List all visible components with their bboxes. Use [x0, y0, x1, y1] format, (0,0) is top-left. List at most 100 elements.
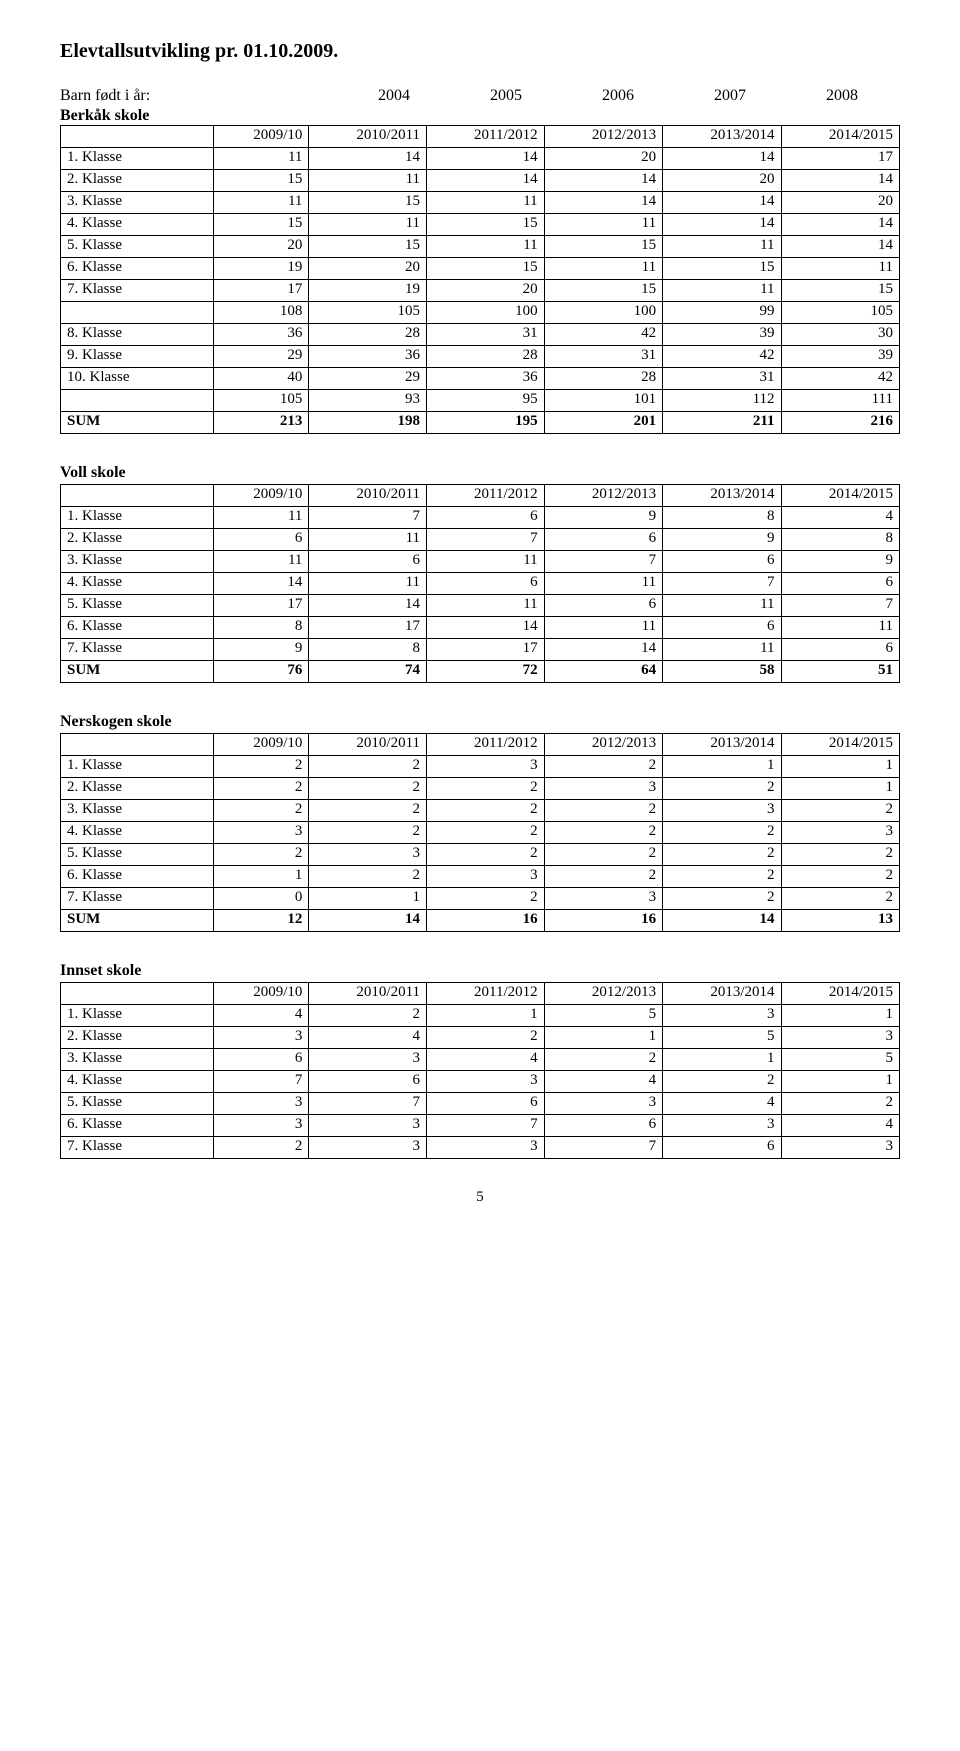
table-cell: 64 [544, 661, 662, 683]
table-cell: 7 [309, 1093, 427, 1115]
table-header: 2014/2015 [781, 126, 899, 148]
table-row: 2. Klasse151114142014 [61, 170, 900, 192]
table-cell: 195 [427, 412, 545, 434]
table-cell: 15 [309, 192, 427, 214]
table-cell: 111 [781, 390, 899, 412]
table-cell: 3 [309, 844, 427, 866]
table-cell: 11 [214, 192, 309, 214]
table-cell: 6 [309, 1071, 427, 1093]
table-cell: 2 [781, 844, 899, 866]
table-cell: 15 [214, 214, 309, 236]
row-label: 1. Klasse [61, 148, 214, 170]
table-cell: 76 [214, 661, 309, 683]
table-cell: 2 [214, 756, 309, 778]
table-cell: 11 [781, 617, 899, 639]
table-cell: 2 [544, 822, 662, 844]
table-header: 2010/2011 [309, 485, 427, 507]
row-label: 5. Klasse [61, 1093, 214, 1115]
school-name: Voll skole [60, 464, 900, 482]
table-row: 10. Klasse402936283142 [61, 368, 900, 390]
table-cell: 6 [309, 551, 427, 573]
table-cell: 100 [544, 302, 662, 324]
table-cell: 2 [781, 888, 899, 910]
row-label: 2. Klasse [61, 778, 214, 800]
table-cell: 2 [544, 756, 662, 778]
table-cell: 7 [781, 595, 899, 617]
table-cell: 1 [781, 756, 899, 778]
table-cell: 2 [663, 822, 781, 844]
table-header: 2009/10 [214, 126, 309, 148]
table-cell: 1 [781, 778, 899, 800]
table-cell: 213 [214, 412, 309, 434]
table-cell: 1 [781, 1005, 899, 1027]
table-cell: 17 [214, 280, 309, 302]
table-cell: 2 [214, 778, 309, 800]
table-header-blank [61, 485, 214, 507]
table-cell: 6 [781, 573, 899, 595]
table-cell: 2 [309, 1005, 427, 1027]
table-cell: 11 [544, 573, 662, 595]
table-cell: 8 [781, 529, 899, 551]
table-row: 3. Klasse634215 [61, 1049, 900, 1071]
table-cell: 8 [309, 639, 427, 661]
row-label: 3. Klasse [61, 551, 214, 573]
table-cell: 20 [544, 148, 662, 170]
table-cell: 5 [663, 1027, 781, 1049]
table-cell: 6 [544, 1115, 662, 1137]
row-label: SUM [61, 412, 214, 434]
table-cell: 14 [309, 148, 427, 170]
table-cell: 2 [544, 866, 662, 888]
birth-year: 2007 [646, 87, 758, 105]
table-row: 5. Klasse1714116117 [61, 595, 900, 617]
table-cell: 2 [663, 844, 781, 866]
table-cell: 17 [781, 148, 899, 170]
table-cell: 2 [781, 800, 899, 822]
table-header: 2009/10 [214, 485, 309, 507]
table-cell: 12 [214, 910, 309, 932]
table-cell: 8 [663, 507, 781, 529]
row-label: 1. Klasse [61, 507, 214, 529]
table-cell: 1 [427, 1005, 545, 1027]
table-cell: 42 [544, 324, 662, 346]
table-cell: 15 [663, 258, 781, 280]
table-row: 1. Klasse421531 [61, 1005, 900, 1027]
table-cell: 14 [544, 192, 662, 214]
birth-year: 2004 [310, 87, 422, 105]
table-row: 10810510010099105 [61, 302, 900, 324]
table-cell: 14 [781, 170, 899, 192]
table-cell: 105 [214, 390, 309, 412]
table-cell: 17 [427, 639, 545, 661]
data-table: 2009/102010/20112011/20122012/20132013/2… [60, 484, 900, 683]
table-header: 2011/2012 [427, 485, 545, 507]
table-cell: 3 [781, 822, 899, 844]
table-header: 2012/2013 [544, 983, 662, 1005]
table-cell: 2 [427, 1027, 545, 1049]
table-cell: 28 [544, 368, 662, 390]
table-cell: 29 [309, 368, 427, 390]
table-cell: 2 [544, 844, 662, 866]
table-cell: 9 [544, 507, 662, 529]
table-cell: 7 [544, 551, 662, 573]
birth-year-line: Barn født i år: 2004 2005 2006 2007 2008 [60, 87, 900, 105]
table-cell: 7 [427, 529, 545, 551]
table-cell: 14 [663, 910, 781, 932]
table-row: 1. Klasse223211 [61, 756, 900, 778]
table-cell: 0 [214, 888, 309, 910]
table-row: SUM213198195201211216 [61, 412, 900, 434]
table-row: 2. Klasse6117698 [61, 529, 900, 551]
birth-year: 2005 [422, 87, 534, 105]
row-label: SUM [61, 661, 214, 683]
table-cell: 14 [781, 214, 899, 236]
table-cell: 3 [214, 1027, 309, 1049]
table-cell: 72 [427, 661, 545, 683]
table-cell: 74 [309, 661, 427, 683]
table-cell: 14 [309, 910, 427, 932]
table-cell: 3 [214, 822, 309, 844]
table-cell: 6 [781, 639, 899, 661]
table-cell: 216 [781, 412, 899, 434]
table-row: 1. Klasse1176984 [61, 507, 900, 529]
table-row: 5. Klasse232222 [61, 844, 900, 866]
school-name: Berkåk skole [60, 107, 900, 125]
table-cell: 4 [781, 1115, 899, 1137]
row-label: 6. Klasse [61, 617, 214, 639]
